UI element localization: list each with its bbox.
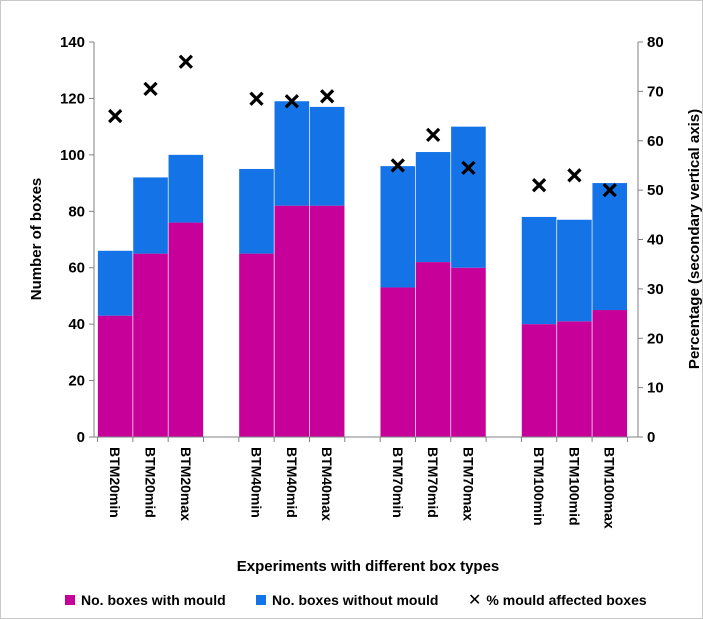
y-tick-label: 120 — [60, 90, 85, 107]
marker-percent-BTM40min — [249, 91, 264, 106]
marker-stroke — [249, 91, 264, 106]
x-category-label: BTM20max — [178, 447, 194, 521]
marker-percent-BTM20min — [108, 108, 123, 124]
marker-stroke — [320, 89, 335, 104]
x-category-label: BTM20min — [107, 447, 123, 518]
bar-with-mould-BTM40min — [239, 253, 274, 437]
markers-layer — [108, 54, 617, 198]
y2-tick-label: 40 — [647, 232, 664, 249]
bar-with-mould-BTM70min — [380, 287, 416, 437]
x-category-label: BTM70mid — [425, 447, 441, 518]
bar-with-mould-BTM100max — [592, 310, 628, 437]
x-category-label: BTM20mid — [143, 447, 159, 518]
y2-tick-label: 30 — [647, 281, 664, 298]
bar-with-mould-BTM100min — [521, 324, 557, 437]
y2-tick-label: 70 — [647, 83, 664, 100]
marker-percent-BTM100max — [602, 182, 617, 198]
bars-layer — [97, 101, 628, 437]
bar-with-mould-BTM100mid — [557, 321, 592, 437]
y-tick-label: 20 — [68, 373, 85, 390]
bar-with-mould-BTM70mid — [415, 262, 451, 437]
legend-swatch-without-mould — [256, 595, 266, 605]
y2-axis-title: Percentage (secondary vertical axis) — [686, 109, 703, 369]
bar-with-mould-BTM70max — [451, 267, 486, 437]
marker-stroke — [108, 108, 123, 124]
bar-without-mould-BTM100max — [592, 183, 628, 311]
marker-percent-BTM70min — [390, 158, 405, 173]
marker-percent-BTM20mid — [143, 81, 158, 97]
bar-with-mould-BTM40mid — [274, 205, 310, 437]
x-category-label: BTM40max — [319, 447, 335, 521]
y-axis-title: Number of boxes — [28, 178, 45, 301]
y2-tick-label: 60 — [647, 133, 664, 150]
marker-stroke — [390, 158, 405, 173]
bar-with-mould-BTM40max — [309, 205, 345, 437]
y-tick-label: 40 — [68, 316, 85, 333]
x-category-label: BTM100max — [602, 447, 618, 529]
bar-without-mould-BTM40min — [239, 168, 274, 254]
legend-item-without-mould: No. boxes without mould — [256, 592, 438, 608]
bar-without-mould-BTM70mid — [415, 152, 451, 263]
x-category-label: BTM70max — [460, 447, 476, 521]
legend-label-without-mould: No. boxes without mould — [272, 592, 439, 608]
marker-percent-BTM70mid — [425, 127, 441, 142]
legend-label-percent: % mould affected boxes — [486, 592, 647, 608]
bar-without-mould-BTM100min — [521, 216, 557, 325]
marker-percent-BTM70max — [461, 160, 476, 176]
bar-without-mould-BTM100mid — [557, 219, 592, 322]
y-tick-label: 60 — [68, 260, 85, 277]
marker-stroke — [602, 182, 617, 198]
marker-stroke — [567, 168, 582, 183]
legend-item-with-mould: No. boxes with mould — [65, 592, 226, 608]
y-tick-label: 140 — [60, 34, 85, 51]
legend-label-with-mould: No. boxes with mould — [81, 592, 226, 608]
y2-tick-label: 10 — [647, 380, 664, 397]
x-axis-title: Experiments with different box types — [237, 558, 500, 575]
marker-stroke — [425, 127, 441, 142]
bar-without-mould-BTM40mid — [274, 101, 310, 206]
x-category-label: BTM100mid — [566, 447, 582, 526]
legend-item-percent: ✕ % mould affected boxes — [468, 590, 647, 610]
chart: 0 20 40 60 80 100 120 140 0 10 20 30 40 50 60 70 80 BTM2… — [28, 34, 703, 575]
marker-stroke — [178, 54, 193, 69]
bar-with-mould-BTM20mid — [133, 253, 168, 437]
marker-percent-BTM40max — [320, 89, 335, 104]
bar-without-mould-BTM70min — [380, 166, 416, 288]
bar-without-mould-BTM20min — [97, 250, 133, 316]
x-marker-icon: ✕ — [468, 592, 482, 609]
bar-without-mould-BTM40max — [309, 106, 345, 206]
y-tick-label: 0 — [77, 429, 85, 446]
y2-tick-label: 50 — [647, 182, 664, 199]
marker-percent-BTM100min — [531, 178, 547, 193]
marker-stroke — [143, 81, 158, 97]
marker-stroke — [284, 94, 299, 109]
category-labels-layer: BTM20min BTM20mid BTM20max BTM40min BTM40mid… — [107, 447, 618, 529]
bar-without-mould-BTM70max — [451, 126, 486, 268]
bar-without-mould-BTM20max — [168, 154, 204, 223]
y-tick-label: 100 — [60, 147, 85, 164]
y2-tick-label: 20 — [647, 330, 664, 347]
x-category-label: BTM40min — [248, 447, 264, 518]
bar-with-mould-BTM20min — [97, 315, 133, 437]
bar-without-mould-BTM20mid — [133, 177, 168, 254]
y-tick-label: 80 — [68, 203, 85, 220]
x-category-label: BTM70min — [390, 447, 406, 518]
marker-percent-BTM100mid — [567, 168, 582, 183]
ticks-layer: 0 20 40 60 80 100 120 140 0 10 20 30 40 50 60 70 80 — [60, 34, 664, 446]
marker-percent-BTM40mid — [284, 94, 299, 109]
x-category-label: BTM40mid — [284, 447, 300, 518]
y2-tick-label: 0 — [647, 429, 655, 446]
marker-stroke — [531, 178, 547, 193]
legend: No. boxes with mould No. boxes without m… — [1, 587, 703, 613]
marker-percent-BTM20max — [178, 54, 193, 69]
legend-swatch-with-mould — [65, 595, 75, 605]
x-category-label: BTM100min — [531, 447, 547, 526]
y2-tick-label: 80 — [647, 34, 664, 51]
bar-with-mould-BTM20max — [168, 222, 204, 437]
marker-stroke — [461, 160, 476, 176]
